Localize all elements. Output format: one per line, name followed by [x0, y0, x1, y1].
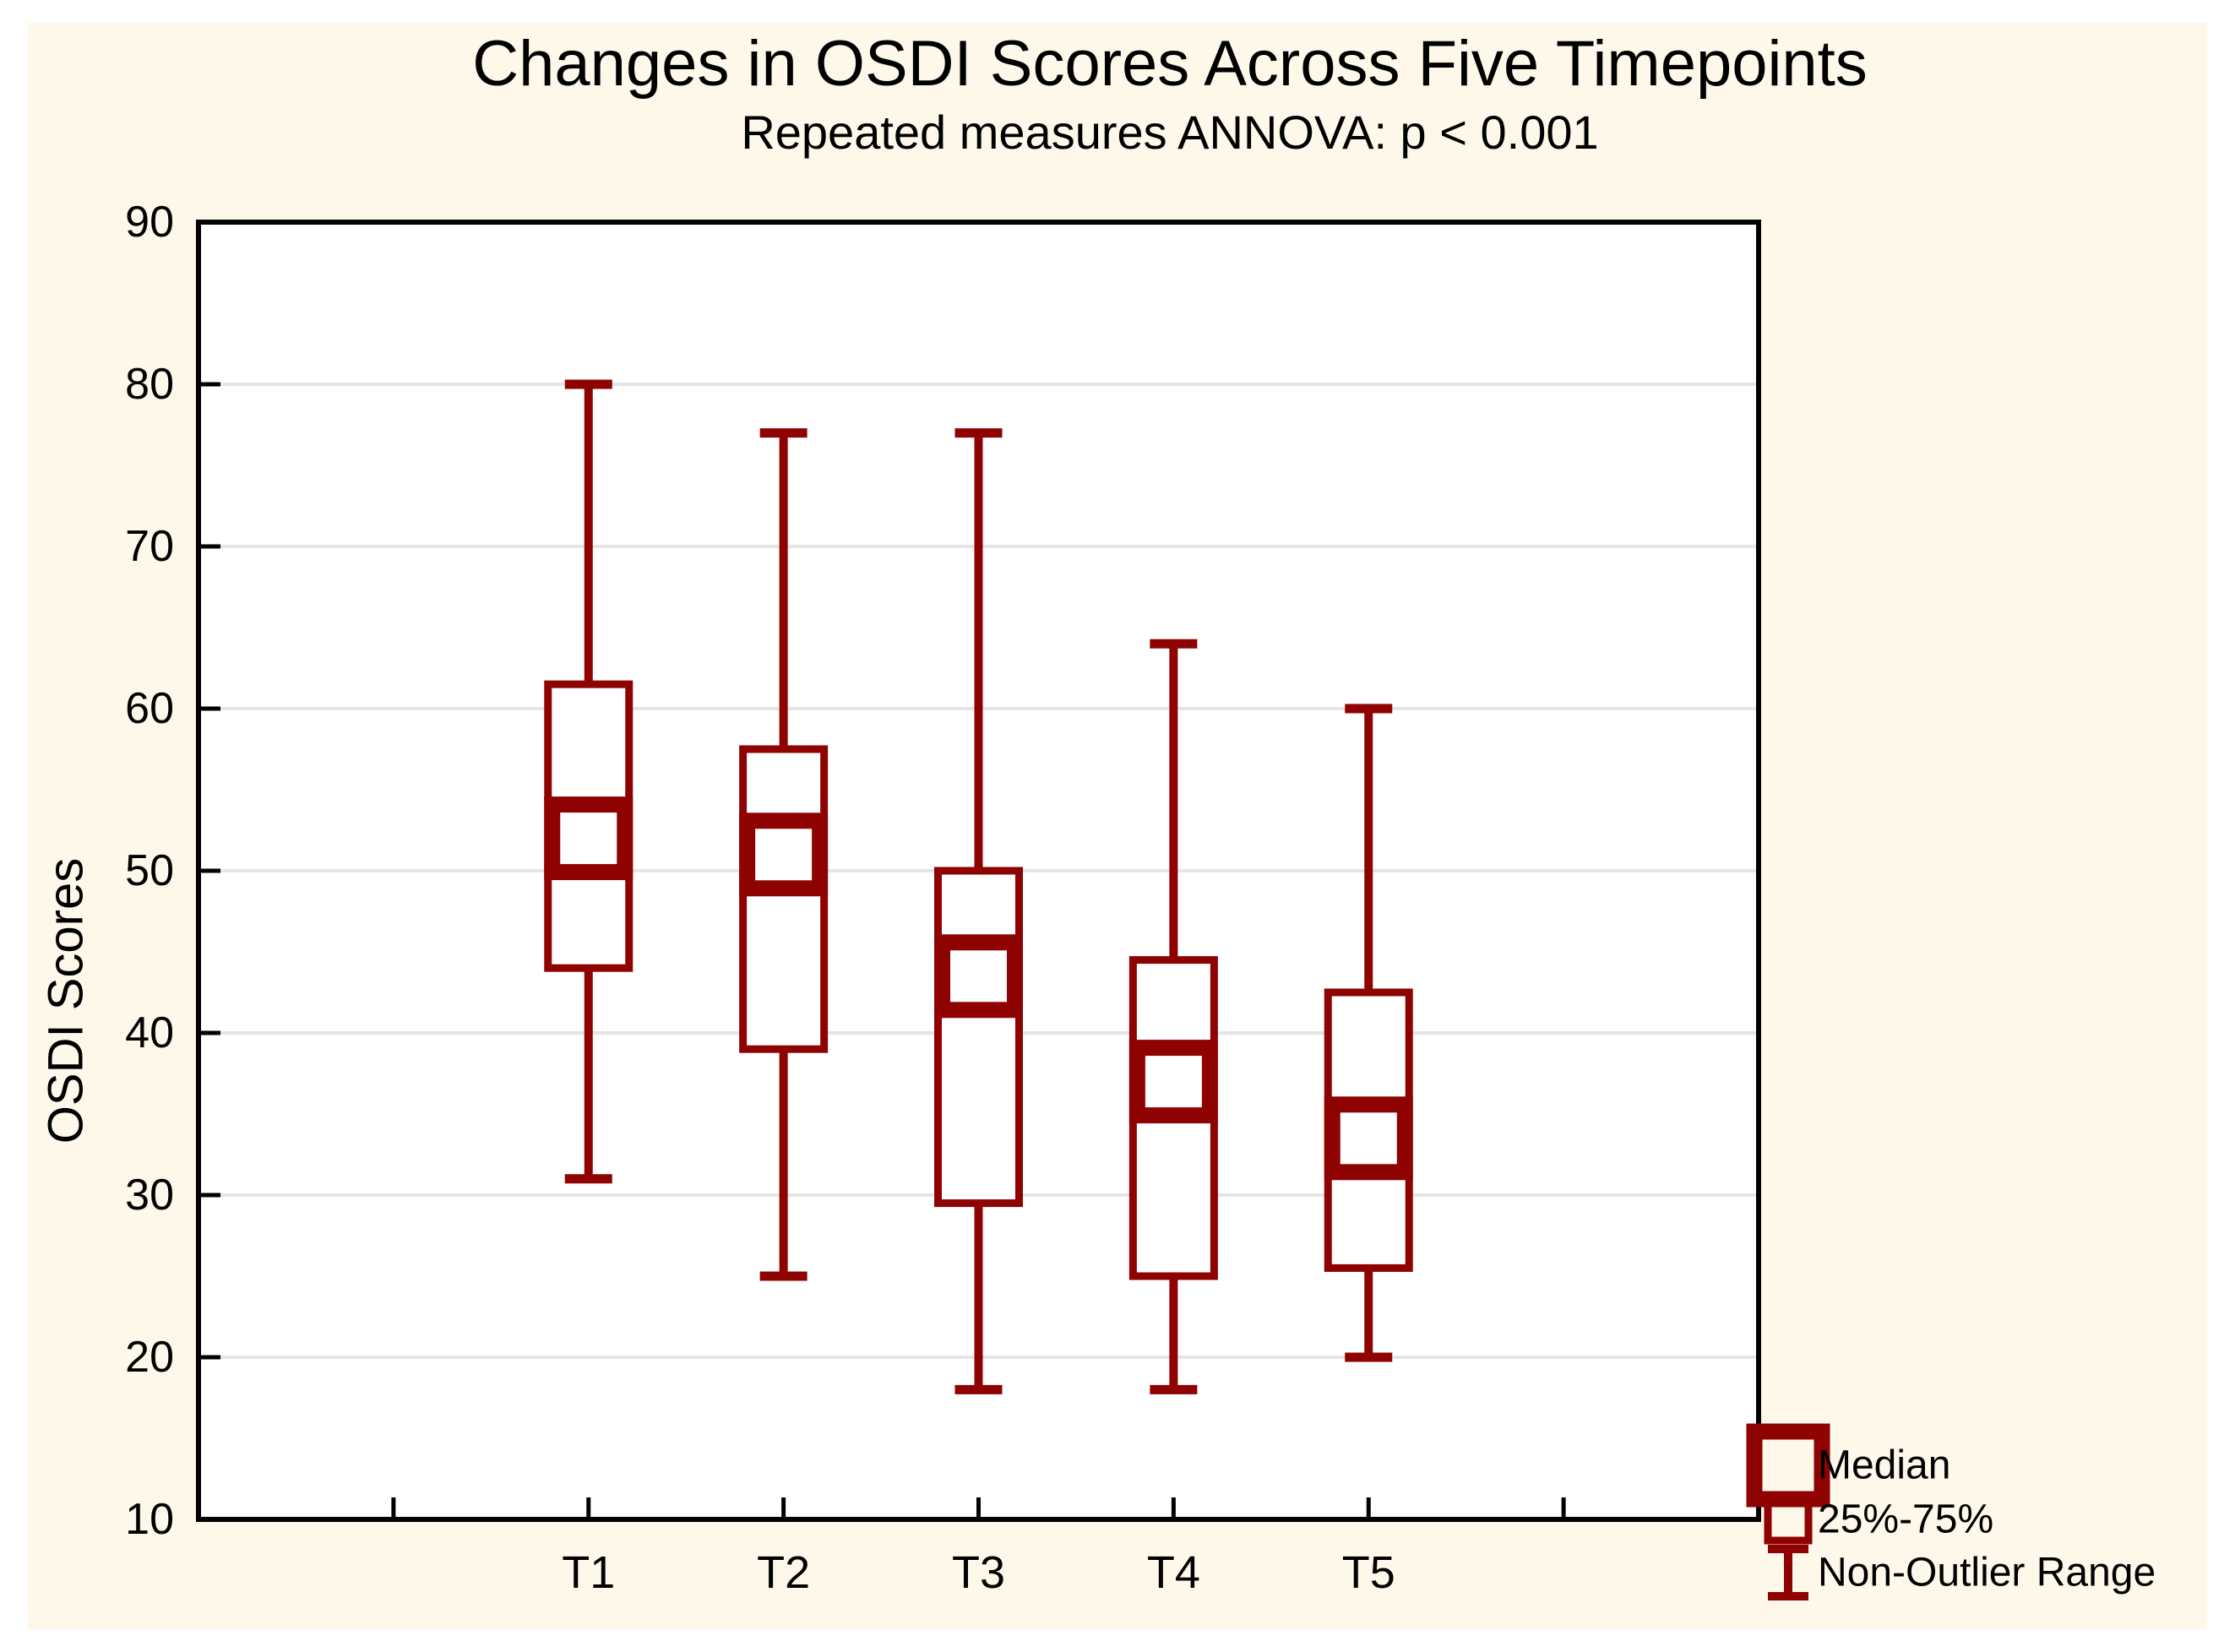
iqr-box-T3	[934, 867, 1023, 1208]
x-tick-label-T3: T3	[952, 1547, 1005, 1598]
y-tick-label-80: 80	[125, 360, 174, 409]
legend-label-0: Median	[1818, 1443, 1950, 1488]
box-group-T3	[934, 428, 1023, 1394]
plot-frame	[196, 220, 1761, 1522]
iqr-box-T2	[739, 745, 829, 1053]
title-block: Changes in OSDI Scores Across Five Timep…	[198, 25, 2141, 162]
y-tick-label-10: 10	[125, 1495, 174, 1544]
median-marker-T2	[739, 812, 829, 897]
legend-label-2: Non-Outlier Range	[1818, 1551, 2156, 1595]
median-marker-T4	[1128, 1040, 1218, 1124]
box-group-T4	[1128, 639, 1218, 1394]
legend-iqr-box-icon	[1764, 1494, 1813, 1545]
y-tick-label-40: 40	[125, 1008, 174, 1057]
y-tick-label-50: 50	[125, 846, 174, 895]
chart-title: Changes in OSDI Scores Across Five Timep…	[472, 28, 1868, 100]
y-tick-label-60: 60	[125, 684, 174, 733]
y-tick-label-30: 30	[125, 1171, 174, 1220]
y-tick-label-70: 70	[125, 522, 174, 571]
x-tick-label-T5: T5	[1342, 1547, 1395, 1598]
legend-median-square-icon	[1746, 1423, 1830, 1508]
box-group-T2	[739, 428, 829, 1281]
x-tick-label-T2: T2	[757, 1547, 810, 1598]
legend-label-1: 25%-75%	[1818, 1497, 1993, 1542]
median-marker-T3	[934, 934, 1023, 1019]
x-tick-label-T4: T4	[1147, 1547, 1200, 1598]
chart-subtitle: Repeated measures ANNOVA: p < 0.001	[741, 106, 1599, 159]
box-group-T5	[1324, 704, 1413, 1362]
y-tick-label-90: 90	[125, 198, 174, 247]
x-tick-label-T1: T1	[562, 1547, 615, 1598]
median-marker-T5	[1324, 1096, 1413, 1181]
y-tick-label-20: 20	[125, 1333, 174, 1382]
box-group-T1	[544, 379, 634, 1184]
median-marker-T1	[544, 796, 634, 881]
